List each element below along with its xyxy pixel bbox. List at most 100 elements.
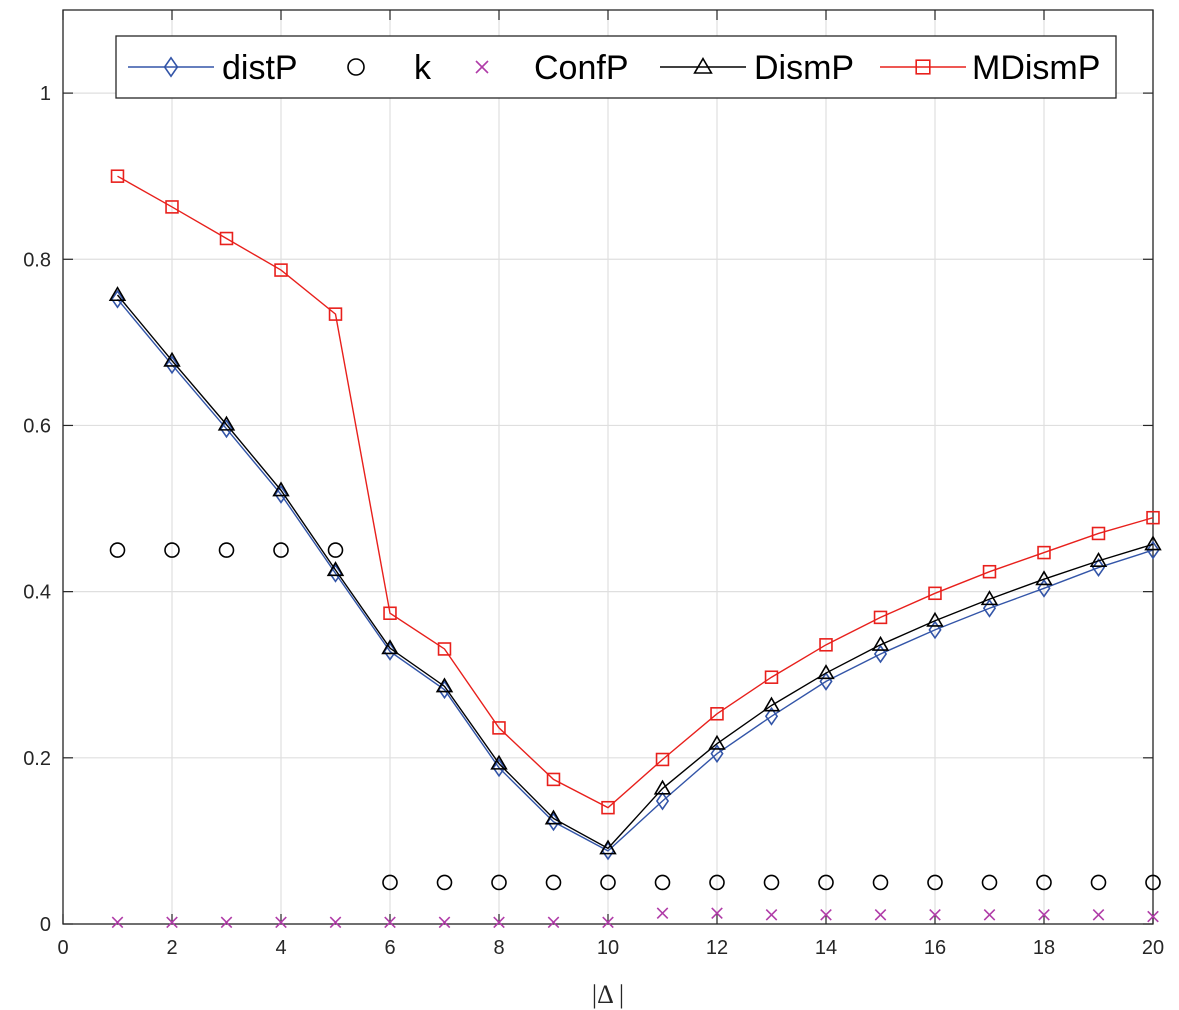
data-point-k [218, 542, 235, 558]
tick-labels: 0 2 4 6 8 10 12 14 16 18 20 0 0.2 0.4 0.6 0.8 1 [23, 83, 1164, 959]
data-point-confp [711, 907, 723, 920]
data-point-dismp [435, 677, 454, 693]
data-point-mdismp [601, 800, 615, 815]
legend: distP k ConfP DismP MDismP [115, 35, 1117, 99]
x-marker-stroke [874, 909, 887, 921]
data-point-mdismp [328, 307, 343, 321]
data-point-confp [384, 916, 396, 929]
data-point-distp [274, 484, 288, 504]
data-point-dismp [871, 635, 890, 651]
data-point-dismp [980, 590, 999, 606]
data-point-mdismp [819, 638, 833, 652]
data-point-k [164, 542, 180, 558]
x-marker-stroke [493, 916, 505, 929]
x-tick-label: 20 [1142, 937, 1164, 959]
data-point-confp [602, 916, 614, 929]
data-point-mdismp [219, 231, 234, 246]
x-marker-stroke [820, 909, 832, 921]
x-tick-label: 4 [275, 937, 286, 959]
x-marker-stroke [983, 909, 996, 921]
x-tick-label: 8 [493, 937, 504, 959]
legend-label: distP [222, 49, 298, 87]
data-point-mdismp [492, 721, 506, 735]
legend-marker-confp [475, 60, 489, 74]
x-marker-stroke [111, 916, 124, 929]
data-point-distp [219, 419, 234, 439]
data-point-confp [329, 916, 342, 929]
data-point-dismp [490, 754, 508, 770]
x-marker-stroke [1092, 909, 1105, 921]
x-marker-stroke [602, 916, 614, 929]
data-point-dismp [381, 639, 399, 655]
data-point-k [382, 874, 398, 891]
series-dismp [108, 286, 1162, 855]
data-point-k [600, 874, 616, 891]
x-axis-label: |Δ | [592, 980, 624, 1009]
data-point-k [1090, 874, 1107, 891]
data-point-distp [1146, 540, 1160, 560]
data-point-k [981, 874, 998, 891]
data-point-dismp [217, 415, 236, 431]
data-point-dismp [1144, 535, 1162, 551]
data-point-distp [982, 598, 997, 618]
series-line-dismp [116, 294, 1154, 850]
data-point-dismp [272, 481, 290, 497]
x-marker-stroke [329, 916, 342, 929]
x-tick-label: 0 [57, 937, 68, 959]
data-point-dismp [1035, 570, 1053, 586]
data-point-k [709, 874, 725, 891]
data-point-confp [1092, 909, 1105, 921]
x-marker-stroke [475, 60, 489, 74]
data-point-confp [820, 909, 832, 921]
legend-entry-k: k [347, 49, 432, 87]
series-distp [110, 289, 1160, 861]
data-point-confp [220, 916, 233, 929]
data-point-confp [111, 916, 124, 929]
data-point-confp [874, 909, 887, 921]
legend-entry-confp: ConfP [475, 49, 629, 87]
data-point-distp [110, 289, 125, 309]
data-point-dismp [326, 561, 345, 577]
data-point-mdismp [655, 752, 670, 767]
x-marker-stroke [1038, 909, 1050, 921]
data-point-distp [165, 355, 179, 375]
legend-entry-mdismp: MDismP [880, 49, 1100, 87]
data-point-mdismp [982, 564, 997, 579]
grid-lines [62, 10, 1154, 925]
data-point-dismp [599, 839, 617, 855]
x-marker-stroke [438, 916, 451, 929]
x-marker-stroke [384, 916, 396, 929]
data-point-mdismp [1037, 545, 1051, 560]
data-point-k [1145, 874, 1161, 891]
data-point-confp [438, 916, 451, 929]
data-point-mdismp [546, 772, 561, 787]
data-point-distp [437, 680, 452, 700]
data-point-distp [383, 642, 397, 661]
x-tick-label: 14 [815, 937, 837, 959]
x-tick-label: 2 [166, 937, 177, 959]
series-confp [111, 907, 1159, 929]
series-line-distp [116, 298, 1154, 852]
legend-label: MDismP [972, 49, 1100, 87]
x-marker-stroke [656, 907, 669, 920]
data-point-distp [928, 620, 942, 640]
data-point-dismp [544, 809, 563, 825]
data-point-mdismp [165, 200, 179, 214]
legend-entry-dismp: DismP [660, 49, 854, 87]
x-tick-label: 16 [924, 937, 946, 959]
data-point-confp [166, 916, 178, 929]
series-k [109, 542, 1161, 891]
data-point-mdismp [110, 169, 125, 183]
data-point-confp [275, 916, 287, 929]
data-point-k [273, 542, 289, 558]
series-mdismp [110, 169, 1160, 815]
data-point-confp [765, 909, 778, 921]
x-marker-stroke [765, 909, 778, 921]
legend-marker-dismp [693, 57, 713, 74]
plot-area [108, 169, 1162, 929]
data-point-dismp [108, 286, 127, 302]
data-point-distp [710, 744, 724, 764]
data-point-mdismp [764, 670, 779, 684]
data-point-k [327, 542, 344, 558]
